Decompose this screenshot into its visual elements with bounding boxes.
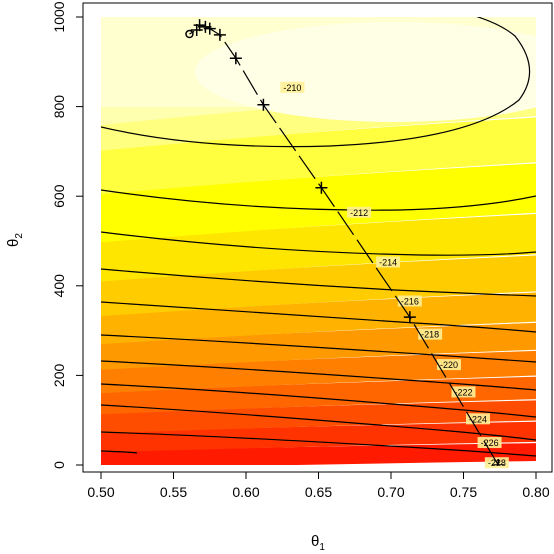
x-tick-label: 0.70 <box>377 484 404 500</box>
fill-band <box>101 213 536 282</box>
contour-label-bg <box>347 206 372 218</box>
path-marker <box>193 19 206 32</box>
contour-line <box>101 431 536 457</box>
contour-label-bg <box>466 413 490 425</box>
y-tick-label: 600 <box>51 184 67 208</box>
contour-line <box>101 231 536 256</box>
x-axis-title: θ1 <box>311 533 325 553</box>
x-tick-label: 0.80 <box>522 484 549 500</box>
path-marker <box>315 181 328 194</box>
x-tick-label: 0.75 <box>450 484 477 500</box>
y-axis: 0 200 400 600 800 1000 <box>51 1 84 469</box>
y-axis-title: θ2 <box>5 233 25 247</box>
contour-label: -218 <box>421 330 439 340</box>
fill-band <box>101 400 536 434</box>
contour-line <box>101 17 531 148</box>
path-marker <box>257 98 270 111</box>
contour-label: -216 <box>401 296 419 306</box>
y-tick-label: 1000 <box>51 1 67 32</box>
contour-label: -226 <box>481 438 499 448</box>
contour-line <box>101 383 536 418</box>
fill-band <box>101 292 536 345</box>
contour-label: -210 <box>283 83 301 93</box>
contour-line <box>101 301 536 333</box>
y-tick-label: 800 <box>51 95 67 119</box>
contour-line <box>101 450 138 454</box>
fill-band-peak <box>195 22 536 122</box>
x-tick-label: 0.65 <box>305 484 332 500</box>
x-axis: 0.50 0.55 0.60 0.65 0.70 0.75 0.80 <box>87 471 550 500</box>
fill-band <box>101 376 536 415</box>
y-tick-label: 0 <box>51 461 67 469</box>
y-tick-label: 200 <box>51 364 67 388</box>
y-tick-label: 400 <box>51 274 67 298</box>
contour-label: -224 <box>469 414 487 424</box>
path-endpoint-marker <box>185 29 194 39</box>
x-tick-label: 0.50 <box>87 484 114 500</box>
optimization-path <box>185 19 505 465</box>
contour-lines <box>101 17 536 457</box>
path-marker <box>190 23 203 36</box>
contour-line <box>101 334 536 363</box>
path-marker <box>213 28 226 41</box>
x-tick-label: 0.55 <box>160 484 187 500</box>
fill-band <box>101 163 536 243</box>
contour-label-bg <box>437 359 461 371</box>
path-marker <box>492 459 505 465</box>
contour-label-bg <box>451 386 476 398</box>
fill-band <box>101 117 536 195</box>
contour-line <box>101 360 536 391</box>
path-marker <box>229 52 242 65</box>
contour-label: -220 <box>440 360 458 370</box>
path-marker <box>403 311 416 324</box>
fill-band <box>101 350 536 394</box>
path-marker <box>199 20 212 33</box>
contour-label-bg <box>418 328 443 340</box>
contour-label: -222 <box>454 387 472 397</box>
contour-line <box>101 404 536 441</box>
contour-label-bg <box>280 81 305 93</box>
x-tick-label: 0.60 <box>232 484 259 500</box>
contour-label-bg <box>477 437 502 449</box>
contour-label: -212 <box>350 208 368 218</box>
contour-label-bg <box>376 256 401 268</box>
filled-contour-bands <box>101 17 536 465</box>
contour-label-bg <box>397 295 422 307</box>
contour-line <box>101 268 536 297</box>
contour-label: -214 <box>379 258 397 268</box>
